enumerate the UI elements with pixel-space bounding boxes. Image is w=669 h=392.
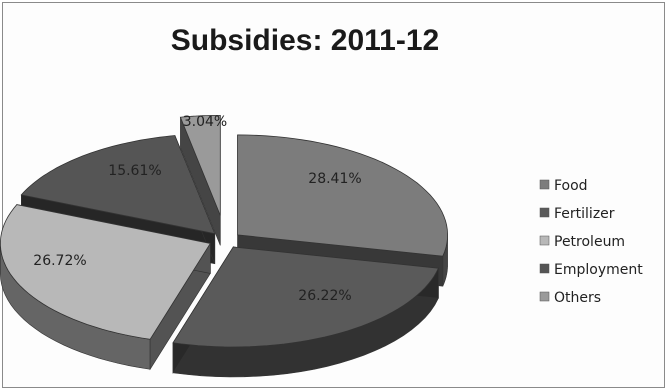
data-label-others: 3.04% xyxy=(183,114,227,130)
legend-swatch xyxy=(539,207,550,218)
legend-swatch xyxy=(539,291,550,302)
chart-title: Subsidies: 2011-12 xyxy=(171,24,439,57)
data-labels: 28.41% 26.22% 26.72% 15.61% 3.04% xyxy=(33,114,361,304)
legend-label: Food xyxy=(554,178,588,194)
slice-top-petroleum xyxy=(0,204,211,340)
data-label-employment: 15.61% xyxy=(108,163,161,179)
data-label-petroleum: 26.72% xyxy=(33,253,86,269)
legend-label: Fertilizer xyxy=(554,206,615,222)
slice-petroleum xyxy=(0,204,211,371)
legend-label: Employment xyxy=(554,262,643,278)
pie-slices xyxy=(0,115,449,378)
data-label-food: 28.41% xyxy=(308,171,361,187)
slice-top-food xyxy=(237,134,449,257)
legend-label: Petroleum xyxy=(554,234,625,250)
slice-fertilizer xyxy=(172,245,440,378)
legend-swatch xyxy=(539,235,550,246)
legend-item-others: Others xyxy=(539,290,601,306)
data-label-fertilizer: 26.22% xyxy=(298,288,351,304)
legend-label: Others xyxy=(554,290,601,306)
legend-item-food: Food xyxy=(539,178,588,194)
chart-legend: Food Fertilizer Petroleum Employment Others xyxy=(539,178,643,306)
slice-top-fertilizer xyxy=(172,246,440,348)
legend-item-petroleum: Petroleum xyxy=(539,234,625,250)
slice-top-employment xyxy=(20,135,216,235)
legend-swatch xyxy=(539,179,550,190)
slice-top-others xyxy=(179,115,221,216)
legend-item-fertilizer: Fertilizer xyxy=(539,206,615,222)
slice-others xyxy=(179,115,221,246)
legend-item-employment: Employment xyxy=(539,262,643,278)
legend-swatch xyxy=(539,263,550,274)
